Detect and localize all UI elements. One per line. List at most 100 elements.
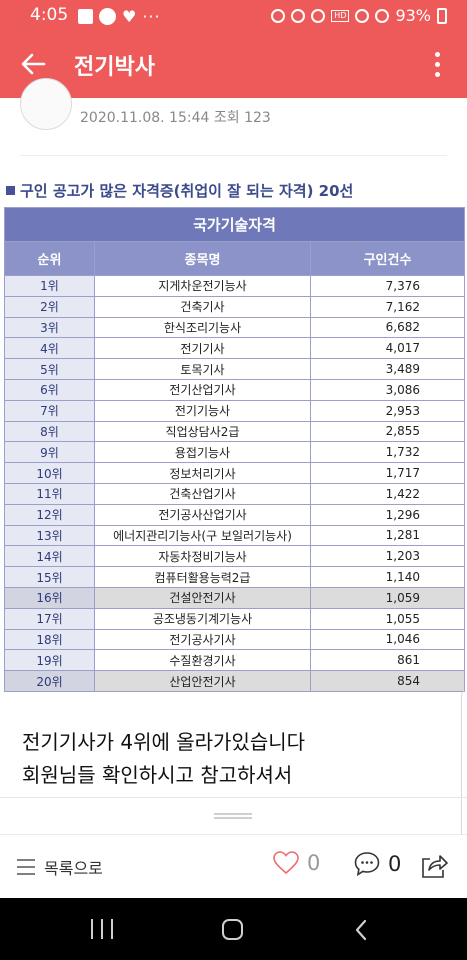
table-row: 4위 전기기사 4,017 bbox=[4, 337, 465, 360]
status-bar: 4:05 ♥ ··· HD 93% bbox=[0, 0, 467, 32]
system-navigation-bar bbox=[0, 898, 467, 960]
rank-cell: 15위 bbox=[4, 566, 95, 588]
name-cell: 전기공사기사 bbox=[94, 628, 311, 651]
share-icon bbox=[422, 855, 448, 878]
count-cell: 6,682 bbox=[310, 316, 465, 339]
home-button[interactable] bbox=[222, 919, 243, 940]
heart-icon bbox=[273, 851, 299, 875]
rank-cell: 11위 bbox=[4, 482, 95, 505]
recent-apps-button[interactable] bbox=[91, 919, 113, 939]
system-back-button[interactable] bbox=[354, 919, 368, 945]
system-icons: HD 93% bbox=[271, 6, 447, 25]
image-title-text: 구인 공고가 많은 자격증(취업이 잘 되는 자격) 20선 bbox=[20, 182, 354, 200]
drag-handle[interactable] bbox=[214, 813, 252, 819]
volte-icon: HD bbox=[331, 9, 350, 22]
name-cell: 컴퓨터활용능력2급 bbox=[94, 566, 311, 588]
name-cell: 용접기능사 bbox=[94, 441, 311, 464]
list-icon bbox=[17, 859, 35, 875]
post-meta: 2020.11.08. 15:44 조회 123 bbox=[80, 110, 271, 126]
name-cell: 자동차정비기능사 bbox=[94, 545, 311, 568]
comment-count: 0 bbox=[388, 852, 402, 876]
table-caption: 국가기술자격 bbox=[4, 207, 465, 242]
name-cell: 전기공사산업기사 bbox=[94, 503, 311, 526]
table-row: 8위 직업상담사2급 2,855 bbox=[4, 420, 465, 443]
name-cell: 수질환경기사 bbox=[94, 649, 311, 672]
name-cell: 한식조리기능사 bbox=[94, 316, 311, 339]
table-row: 12위 전기공사산업기사 1,296 bbox=[4, 503, 465, 526]
back-to-list-button[interactable]: 목록으로 bbox=[16, 855, 103, 879]
battery-icon bbox=[437, 7, 447, 24]
wifi-icon bbox=[355, 8, 370, 23]
like-button[interactable]: 0 bbox=[273, 851, 320, 875]
count-cell: 1,203 bbox=[310, 545, 465, 568]
qualification-table: 국가기술자격 순위 종목명 구인건수 1위 지게차운전기능사 7,376 2위 건축기사… bbox=[4, 207, 465, 692]
status-time: 4:05 bbox=[30, 5, 69, 25]
rank-cell: 9위 bbox=[4, 441, 95, 464]
count-cell: 2,855 bbox=[310, 420, 465, 443]
app-bar: 전기박사 bbox=[0, 32, 467, 98]
count-cell: 1,046 bbox=[310, 628, 465, 651]
share-button[interactable] bbox=[420, 853, 448, 883]
name-cell: 정보처리기사 bbox=[94, 462, 311, 484]
rank-cell: 5위 bbox=[4, 358, 95, 380]
recent-apps-icon bbox=[91, 919, 93, 939]
rank-cell: 20위 bbox=[4, 670, 95, 692]
more-notifications-icon: ··· bbox=[142, 6, 161, 26]
count-cell: 2,953 bbox=[310, 399, 465, 422]
kakao-notification-icon bbox=[78, 9, 93, 24]
table-row: 13위 에너지관리기능사(구 보일러기능사) 1,281 bbox=[4, 524, 465, 547]
alarm-icon bbox=[271, 8, 286, 23]
rank-cell: 16위 bbox=[4, 586, 95, 609]
rank-cell: 4위 bbox=[4, 337, 95, 360]
more-options-button[interactable] bbox=[435, 52, 441, 82]
app-notification-icon bbox=[99, 8, 116, 25]
column-header-count: 구인건수 bbox=[310, 241, 465, 276]
chevron-left-icon bbox=[355, 919, 367, 941]
count-cell: 3,086 bbox=[310, 378, 465, 401]
table-row: 14위 자동차정비기능사 1,203 bbox=[4, 545, 465, 568]
location-icon bbox=[311, 8, 326, 23]
arrow-left-icon bbox=[21, 53, 46, 75]
count-cell: 1,140 bbox=[310, 566, 465, 588]
comment-icon bbox=[354, 852, 380, 877]
table-row: 9위 용접기능사 1,732 bbox=[4, 441, 465, 464]
rank-cell: 2위 bbox=[4, 295, 95, 318]
table-row: 3위 한식조리기능사 6,682 bbox=[4, 316, 465, 339]
heart-notification-icon: ♥ bbox=[122, 6, 137, 26]
name-cell: 전기기사 bbox=[94, 337, 311, 360]
name-cell: 건축기사 bbox=[94, 295, 311, 318]
like-count: 0 bbox=[307, 851, 321, 875]
rank-cell: 12위 bbox=[4, 503, 95, 526]
count-cell: 1,296 bbox=[310, 503, 465, 526]
rank-cell: 10위 bbox=[4, 462, 95, 484]
back-button[interactable] bbox=[20, 51, 46, 81]
post-body-line: 회원님들 확인하시고 참고하셔서 bbox=[22, 763, 293, 787]
name-cell: 건축산업기사 bbox=[94, 482, 311, 505]
table-row: 16위 건설안전기사 1,059 bbox=[4, 586, 465, 609]
count-cell: 7,162 bbox=[310, 295, 465, 318]
avatar[interactable] bbox=[20, 78, 72, 130]
image-title: 구인 공고가 많은 자격증(취업이 잘 되는 자격) 20선 bbox=[6, 180, 353, 201]
battery-percent: 93% bbox=[395, 6, 431, 25]
name-cell: 전기기능사 bbox=[94, 399, 311, 422]
table-row: 5위 토목기사 3,489 bbox=[4, 358, 465, 380]
count-cell: 861 bbox=[310, 649, 465, 672]
count-cell: 3,489 bbox=[310, 358, 465, 380]
table-row: 19위 수질환경기사 861 bbox=[4, 649, 465, 672]
rank-cell: 13위 bbox=[4, 524, 95, 547]
scroll-edge bbox=[461, 690, 467, 866]
column-header-name: 종목명 bbox=[94, 241, 311, 276]
square-bullet-icon bbox=[6, 186, 15, 195]
rank-cell: 19위 bbox=[4, 649, 95, 672]
divider bbox=[0, 797, 467, 798]
name-cell: 지게차운전기능사 bbox=[94, 275, 311, 297]
name-cell: 토목기사 bbox=[94, 358, 311, 380]
comment-button[interactable]: 0 bbox=[354, 851, 401, 877]
post-image[interactable]: 국가기술자격 순위 종목명 구인건수 1위 지게차운전기능사 7,376 2위 건축기사… bbox=[4, 207, 465, 692]
count-cell: 854 bbox=[310, 670, 465, 692]
rank-cell: 8위 bbox=[4, 420, 95, 443]
post-body-line: 전기기사가 4위에 올라가있습니다 bbox=[22, 730, 306, 754]
rank-cell: 18위 bbox=[4, 628, 95, 651]
count-cell: 1,422 bbox=[310, 482, 465, 505]
